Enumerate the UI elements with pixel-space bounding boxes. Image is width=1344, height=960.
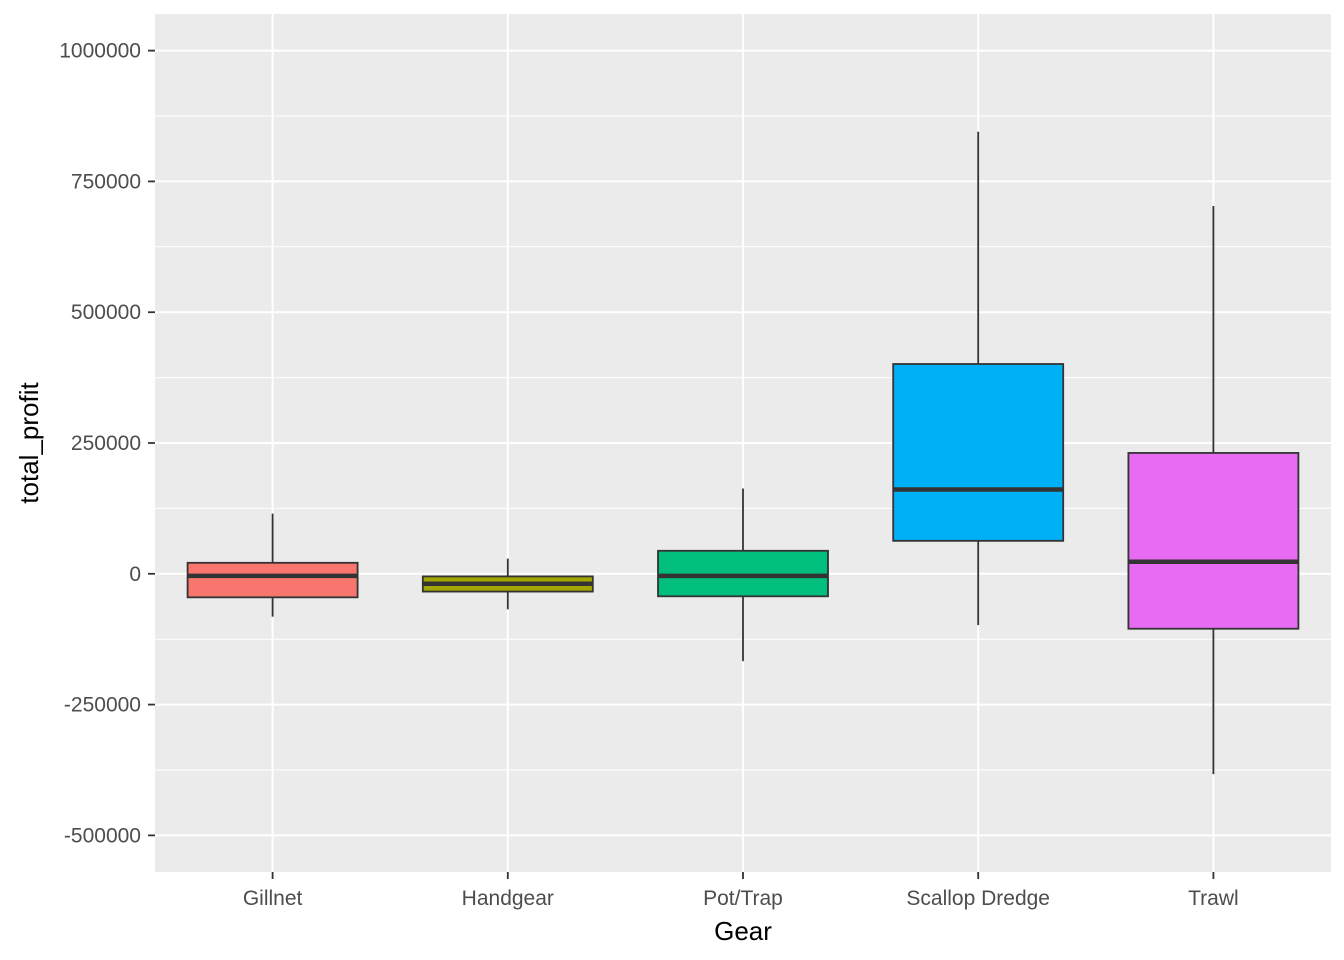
y-axis: -500000 -250000 0 250000 500000 750000 1000000	[59, 40, 155, 847]
box-iqr	[1127, 452, 1300, 630]
x-tick-label: Pot/Trap	[703, 887, 783, 910]
y-axis-title: total_profit	[14, 382, 44, 504]
x-axis-title: Gear	[714, 916, 772, 946]
y-tick-label: 500000	[71, 301, 141, 324]
box-iqr	[657, 549, 829, 598]
y-tick-label: 0	[129, 563, 141, 586]
box-scallop-dredge	[892, 131, 1065, 626]
y-tick-label: -500000	[64, 824, 141, 847]
box-pot-trap	[657, 488, 829, 662]
x-tick-label: Trawl	[1188, 887, 1239, 910]
x-tick-label: Scallop Dredge	[906, 887, 1050, 910]
y-tick-label: -250000	[64, 694, 141, 717]
box-trawl	[1127, 206, 1300, 775]
box-iqr	[892, 363, 1065, 542]
box-iqr	[186, 561, 359, 599]
x-axis: Gillnet Handgear Pot/Trap Scallop Dredge Tra…	[243, 872, 1239, 910]
boxes	[186, 131, 1300, 775]
y-tick-label: 250000	[71, 432, 141, 455]
y-tick-label: 750000	[71, 170, 141, 193]
x-tick-label: Handgear	[462, 887, 554, 910]
box-handgear	[421, 558, 594, 610]
y-tick-label: 1000000	[59, 40, 141, 63]
box-gillnet	[186, 513, 359, 617]
x-tick-label: Gillnet	[243, 887, 303, 910]
